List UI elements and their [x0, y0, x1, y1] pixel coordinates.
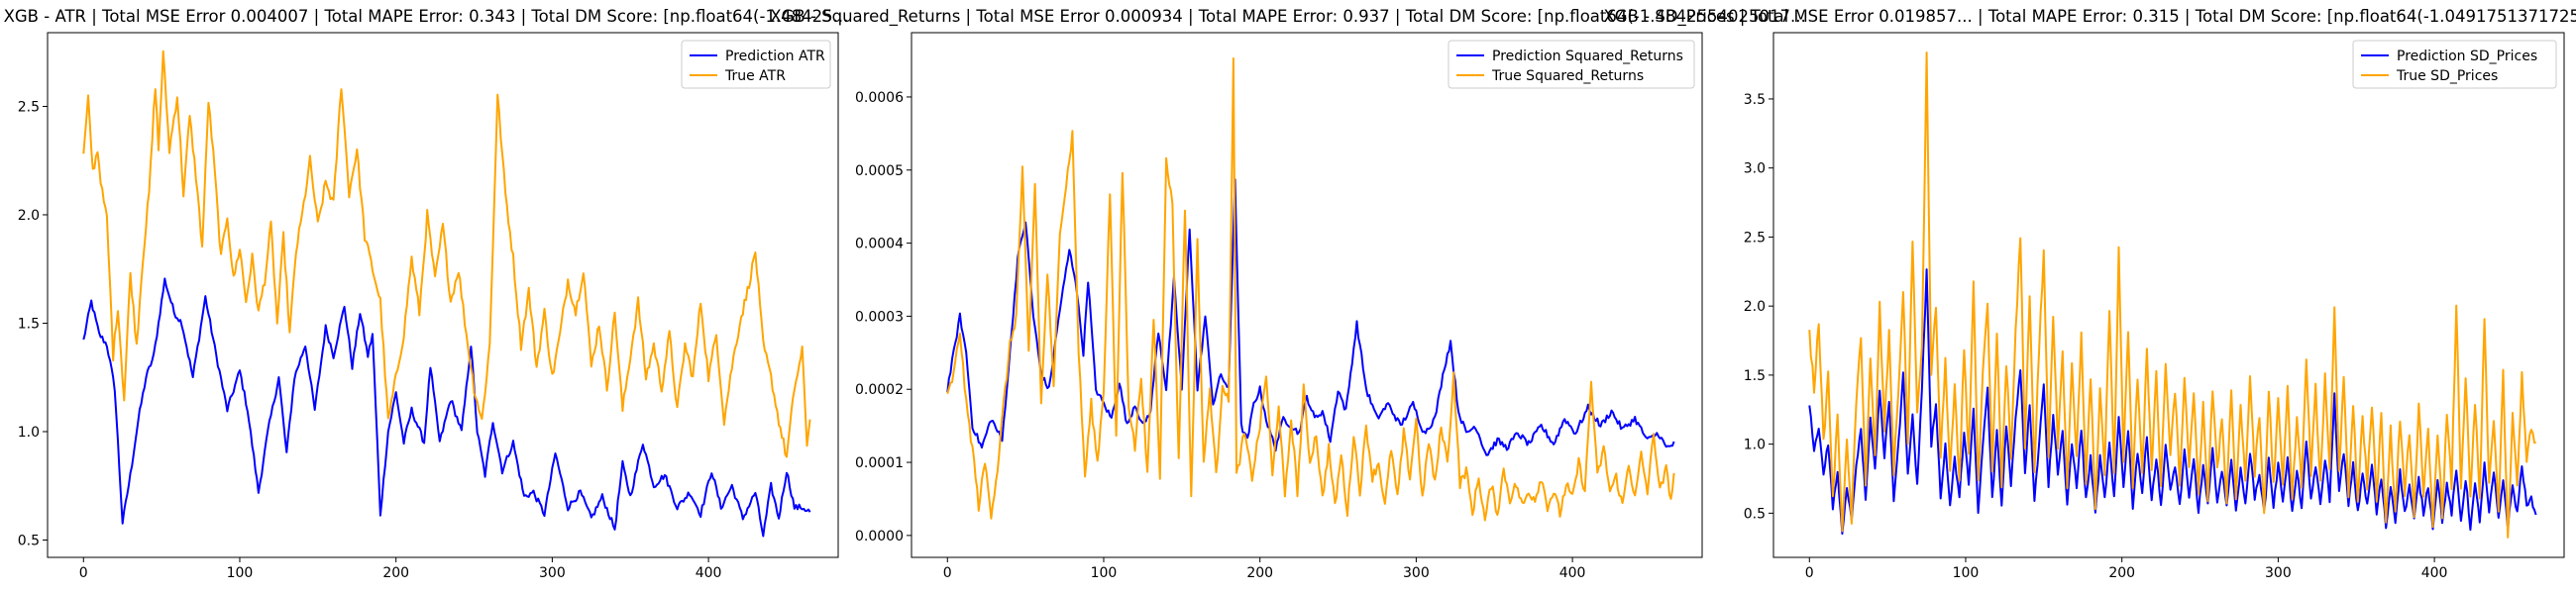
subplot-1-axes-frame	[47, 32, 839, 558]
subplot-1-lines	[82, 50, 811, 538]
y-tick-label: 0.5	[18, 533, 40, 548]
subplot-1-title: XGB - ATR | Total MSE Error 0.004007 | T…	[4, 7, 849, 26]
subplot-3-title: XGB - SD_Prices | Total MSE Error 0.0198…	[1603, 7, 2576, 27]
x-tick-label: 0	[943, 565, 952, 581]
y-tick-label: 0.0000	[855, 529, 904, 544]
subplot-2-lines	[946, 57, 1675, 522]
y-tick-label: 0.0001	[855, 455, 904, 471]
y-tick-label: 1.5	[18, 316, 40, 332]
subplot-2-axes-frame	[911, 32, 1703, 558]
y-tick-label: 1.5	[1744, 368, 1766, 384]
y-tick-label: 0.0006	[855, 90, 904, 106]
x-tick-label: 200	[2108, 565, 2135, 581]
x-tick-label: 0	[79, 565, 88, 581]
x-tick-label: 0	[1805, 565, 1814, 581]
y-tick-label: 2.5	[18, 99, 40, 115]
y-tick-label: 2.5	[1744, 230, 1766, 246]
legend-frame	[681, 40, 831, 89]
x-tick-label: 400	[696, 565, 722, 581]
y-tick-label: 0.0003	[855, 309, 904, 325]
y-tick-label: 3.5	[1744, 92, 1766, 108]
x-tick-label: 300	[539, 565, 566, 581]
y-tick-label: 1.0	[18, 425, 40, 441]
legend-frame	[1448, 40, 1695, 89]
x-tick-label: 300	[2265, 565, 2292, 581]
series-line-true-sd-prices	[1808, 51, 2536, 539]
legend-label: Prediction SD_Prices	[2397, 49, 2537, 64]
y-tick-label: 0.0005	[855, 163, 904, 179]
x-tick-label: 200	[382, 565, 409, 581]
legend-label: Prediction Squared_Returns	[1492, 49, 1683, 64]
y-tick-label: 1.0	[1744, 438, 1766, 453]
subplot-3-legend: Prediction SD_Prices True SD_Prices	[2352, 40, 2557, 89]
y-tick-label: 3.0	[1744, 161, 1766, 177]
y-tick-label: 0.5	[1744, 506, 1766, 522]
x-tick-label: 200	[1246, 565, 1273, 581]
subplot-3-lines	[1808, 51, 2537, 539]
subplot-3-axes-frame	[1772, 32, 2565, 558]
x-tick-label: 400	[1559, 565, 1586, 581]
series-line-true-atr	[82, 50, 811, 458]
y-tick-label: 0.0004	[855, 237, 904, 252]
subplot-1-legend: Prediction ATR True ATR	[681, 40, 831, 89]
subplot-2-legend: Prediction Squared_Returns True Squared_R…	[1448, 40, 1695, 89]
x-tick-label: 400	[2421, 565, 2448, 581]
series-line-true-squared-returns	[946, 57, 1675, 522]
legend-label: Prediction ATR	[725, 49, 825, 64]
subplot-2: XGB - Squared_Returns | Total MSE Error …	[770, 7, 1805, 581]
series-line-prediction-atr	[82, 277, 811, 538]
legend-frame	[2352, 40, 2557, 89]
series-line-prediction-squared-returns	[946, 178, 1675, 456]
legend-label: True SD_Prices	[2396, 68, 2498, 84]
y-tick-label: 0.0002	[855, 382, 904, 398]
x-tick-label: 300	[1403, 565, 1430, 581]
subplot-1: XGB - ATR | Total MSE Error 0.004007 | T…	[4, 7, 849, 581]
y-tick-label: 2.0	[18, 208, 40, 224]
x-tick-label: 100	[227, 565, 254, 581]
legend-label: True ATR	[724, 68, 786, 84]
x-tick-label: 100	[1953, 565, 1980, 581]
subplot-2-title: XGB - Squared_Returns | Total MSE Error …	[770, 7, 1805, 27]
y-tick-label: 2.0	[1744, 299, 1766, 315]
subplot-3: XGB - SD_Prices | Total MSE Error 0.0198…	[1603, 7, 2576, 581]
legend-label: True Squared_Returns	[1491, 68, 1644, 84]
x-tick-label: 100	[1091, 565, 1118, 581]
